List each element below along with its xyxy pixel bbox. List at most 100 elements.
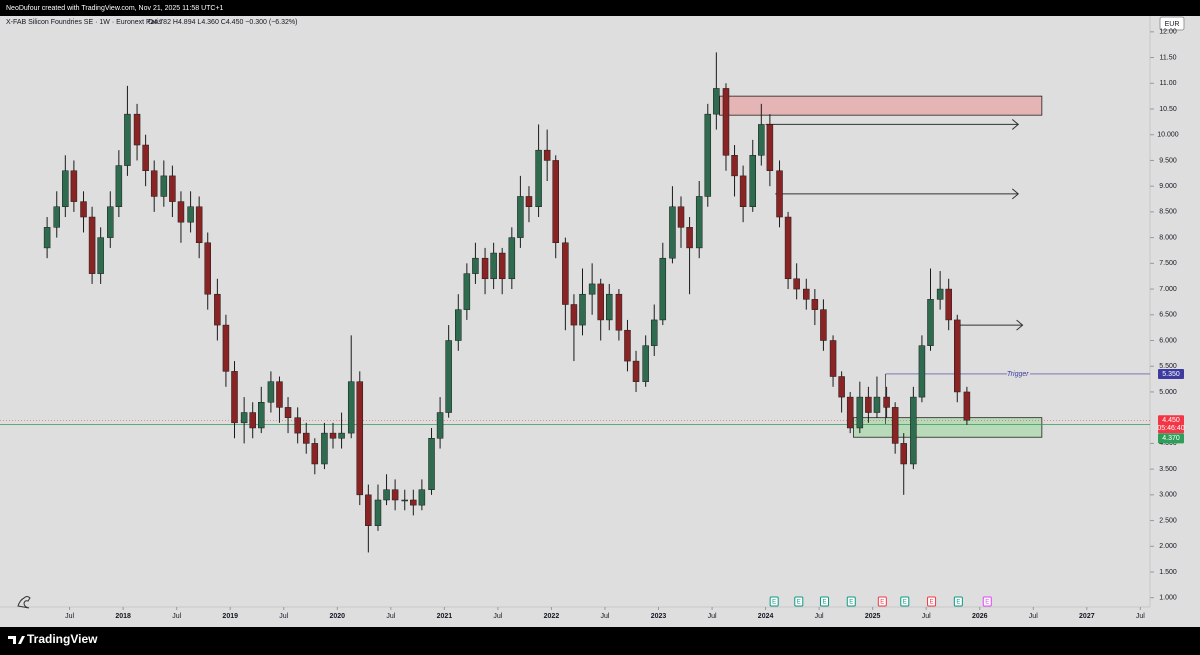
x-tick-label: Jul <box>493 613 502 620</box>
candle-body <box>535 149 542 207</box>
y-tick-label: 10.50 <box>1159 106 1177 113</box>
x-tick-label: 2027 <box>1079 613 1095 620</box>
x-tick-label: Jul <box>386 613 395 620</box>
y-tick-label: 2.500 <box>1159 517 1177 524</box>
candle-body <box>222 324 230 372</box>
x-tick-label: 2022 <box>544 613 560 620</box>
candle-body <box>945 288 952 321</box>
candle-body <box>214 293 221 326</box>
candle-body <box>739 175 747 207</box>
event-label: E <box>797 600 801 606</box>
candle-body <box>632 360 640 382</box>
candle-body <box>321 432 328 465</box>
candle-body <box>80 201 87 218</box>
candle-body <box>472 257 479 274</box>
candle-body <box>722 88 730 156</box>
candle-body <box>936 288 944 300</box>
candle-body <box>606 293 613 321</box>
candle-body <box>249 412 256 429</box>
arrow <box>765 119 1020 130</box>
x-tick-label: Jul <box>279 613 288 620</box>
candle-body <box>338 432 345 439</box>
candle-body <box>88 216 96 274</box>
candle-body <box>418 489 426 506</box>
candle-body <box>142 144 149 171</box>
y-tick-label: 1.500 <box>1159 569 1177 576</box>
x-tick-label: 2019 <box>222 613 238 620</box>
candle-body <box>115 165 123 207</box>
candle-body <box>463 273 471 310</box>
candle-body <box>498 252 506 280</box>
x-tick-label: 2026 <box>972 613 988 620</box>
candle-body <box>187 206 194 223</box>
candle-body <box>820 309 827 341</box>
candle-body <box>204 242 211 295</box>
candle-body <box>749 155 756 207</box>
arrow <box>775 188 1020 200</box>
price-label-text: 4.450 <box>1162 417 1180 424</box>
candle-body <box>829 340 837 377</box>
event-label: E <box>849 600 853 606</box>
candle-body <box>838 376 845 398</box>
candle-body <box>891 407 899 444</box>
x-tick-label: Jul <box>708 613 717 620</box>
y-tick-label: 9.000 <box>1159 183 1177 190</box>
x-tick-label: Jul <box>65 613 74 620</box>
candle-body <box>436 412 444 439</box>
price-label-text: 4.370 <box>1162 435 1180 442</box>
event-marker <box>982 596 992 607</box>
candle-body <box>284 407 292 418</box>
candle-body <box>329 432 337 439</box>
y-tick-label: 3.000 <box>1159 492 1177 499</box>
symbol-title: X-FAB Silicon Foundries SE · 1W · Eurone… <box>6 19 162 26</box>
candle-body <box>107 206 114 238</box>
y-tick-label: 6.000 <box>1159 337 1177 344</box>
y-tick-label: 9.500 <box>1159 157 1177 164</box>
brand-logo <box>8 636 25 644</box>
candle-body <box>517 196 524 238</box>
event-label: E <box>903 600 907 606</box>
candle-body <box>669 206 676 259</box>
candle-body <box>642 345 649 382</box>
candle-body <box>374 499 382 526</box>
x-tick-label: Jul <box>922 613 931 620</box>
candle-body <box>927 299 934 346</box>
price-label <box>1158 368 1184 379</box>
currency-box[interactable] <box>1159 16 1185 31</box>
y-tick-label: 7.500 <box>1159 260 1177 267</box>
candle-body <box>731 155 738 177</box>
candle-body <box>570 304 578 326</box>
candle-body <box>552 160 559 244</box>
candle-body <box>401 499 408 502</box>
logo-icon <box>17 596 31 609</box>
y-tick-label: 8.500 <box>1159 209 1177 216</box>
candle-body <box>267 381 275 403</box>
x-tick-label: Jul <box>1136 613 1145 620</box>
y-tick-label: 11.50 <box>1160 54 1177 61</box>
candle-body <box>428 438 435 490</box>
y-tick-label: 10.000 <box>1157 132 1179 139</box>
event-marker <box>819 596 829 607</box>
event-marker <box>900 596 910 607</box>
y-tick-label: 6.500 <box>1159 312 1177 319</box>
candle-body <box>365 494 372 526</box>
event-marker <box>927 596 937 607</box>
candle-body <box>873 396 881 413</box>
candle-body <box>347 381 355 434</box>
price-label <box>1158 433 1184 444</box>
y-tick-label: 3.500 <box>1159 466 1177 473</box>
candle-body <box>311 443 319 465</box>
trigger-text: Trigger <box>1007 371 1029 378</box>
candle-body <box>963 391 971 421</box>
x-tick-label: 2023 <box>651 613 667 620</box>
candle-body <box>177 201 185 223</box>
x-tick-label: 2018 <box>115 613 131 620</box>
event-marker <box>794 596 804 607</box>
x-tick-label: Jul <box>172 613 181 620</box>
arrow <box>958 319 1024 331</box>
x-tick-label: Jul <box>601 613 610 620</box>
candle-body <box>150 170 158 197</box>
candle-body <box>356 381 364 496</box>
credit: NeoDufour created with TradingView.com, … <box>6 5 224 12</box>
